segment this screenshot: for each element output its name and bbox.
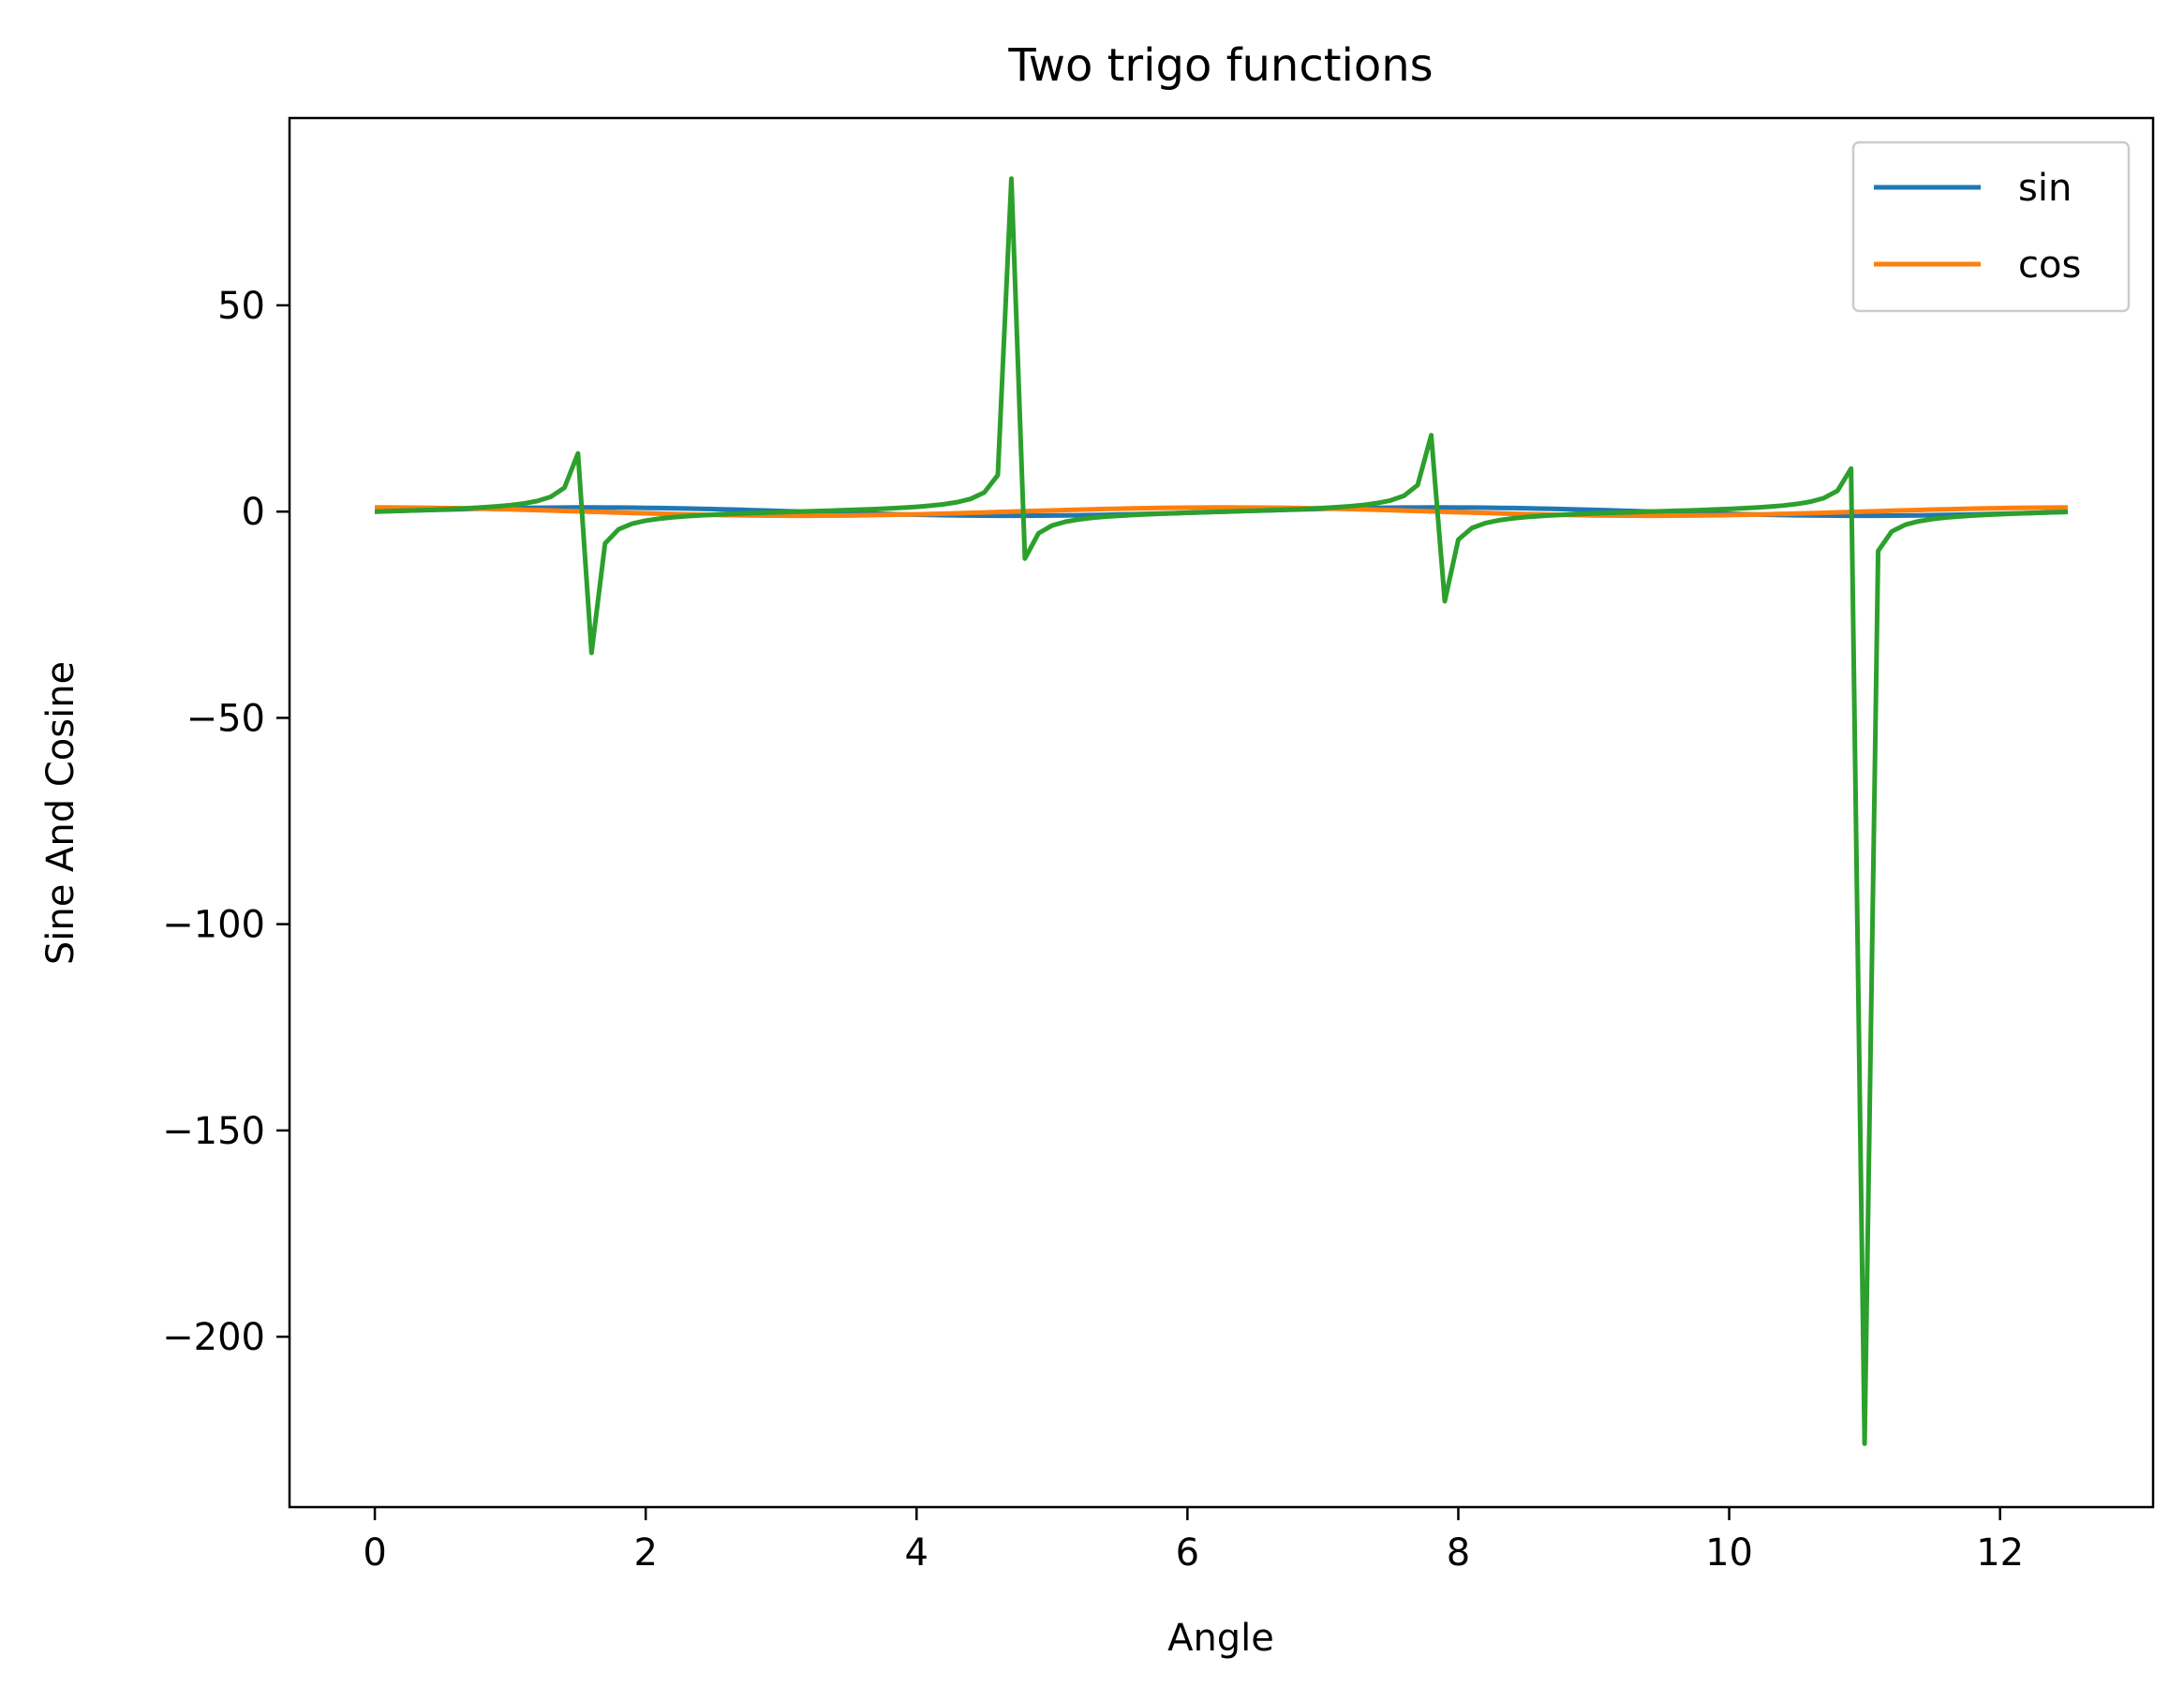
y-tick-label: −50: [186, 697, 265, 740]
y-tick-label: −100: [162, 904, 265, 947]
x-axis-ticks: 0 2 4 6 8 10 12: [363, 1507, 2024, 1575]
y-tick-label: 0: [242, 491, 265, 534]
y-tick-label: 50: [217, 285, 265, 328]
x-tick-label: 2: [633, 1531, 657, 1575]
y-axis-ticks: 50 0 −50 −100 −150 −200: [162, 285, 290, 1359]
x-tick-label: 6: [1176, 1531, 1199, 1575]
legend-entries: sin cos: [1874, 167, 2081, 287]
y-axis-title: Sine And Cosine: [39, 661, 82, 965]
series-line-cos: [375, 505, 2068, 519]
x-tick-label: 8: [1447, 1531, 1470, 1575]
x-tick-label: 10: [1705, 1531, 1753, 1575]
x-axis-title: Angle: [1167, 1617, 1274, 1660]
legend-box: [1851, 141, 2131, 313]
y-tick-label: −200: [162, 1316, 265, 1359]
x-tick-label: 0: [363, 1531, 386, 1575]
chart-title: Two trigo functions: [1007, 39, 1433, 92]
y-tick-label: −150: [162, 1110, 265, 1153]
series-line-series-3: [374, 176, 2069, 1446]
legend-label-cos: cos: [2018, 244, 2081, 287]
x-tick-label: 12: [1976, 1531, 2024, 1575]
plot-frame: [288, 116, 2155, 1509]
plot-area: [290, 118, 2153, 1507]
x-tick-label: 4: [905, 1531, 929, 1575]
series-layer: [374, 176, 2069, 1446]
legend: sin cos: [1851, 141, 2131, 313]
legend-label-sin: sin: [2018, 167, 2072, 210]
